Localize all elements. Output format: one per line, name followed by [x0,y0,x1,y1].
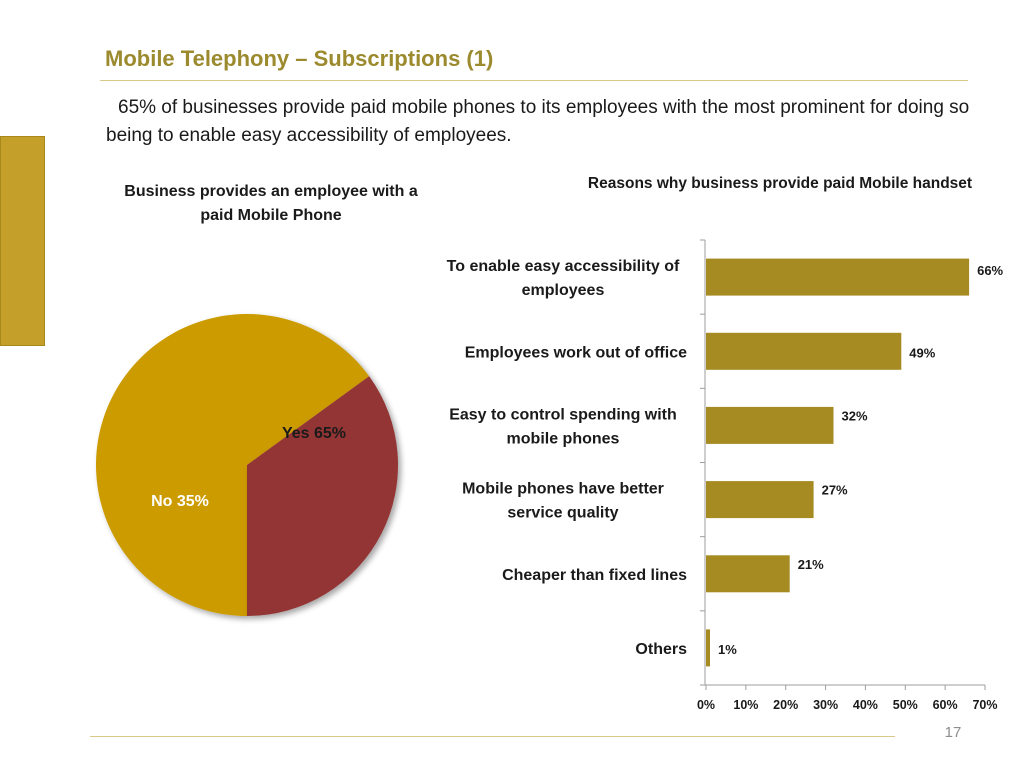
bar-data-label: 27% [822,483,848,498]
bar-x-tick-label: 30% [813,698,838,712]
title-divider [100,80,968,81]
page-number: 17 [944,724,962,741]
bar-x-tick-label: 0% [697,698,715,712]
pie-label-no: No 35% [151,493,209,510]
bar-x-tick-label: 20% [773,698,798,712]
bar-chart-title: Reasons why business provide paid Mobile… [587,175,973,192]
bar-data-label: 32% [842,408,868,423]
bar-2 [706,406,834,444]
bottom-divider [90,736,895,737]
bar-category-label: Others [635,641,687,658]
bar-data-label: 1% [718,642,737,657]
bar-x-tick-label: 70% [972,698,997,712]
bar-category-label: Mobile phones have better service quality [462,481,664,522]
bar-category-label: Employees work out of office [465,344,687,361]
bar-0 [706,258,970,296]
bar-x-tick-label: 60% [933,698,958,712]
pie-chart-title: Business provides an employee with a pai… [124,183,418,224]
pie-slice-no [247,376,399,616]
intro-text: 65% of businesses provide paid mobile ph… [106,97,970,146]
bar-category-label: To enable easy accessibility of employees [447,258,680,299]
bar-x-tick-label: 10% [733,698,758,712]
bar-1 [706,332,902,370]
pie-slice-yes [96,313,370,616]
bar-5 [706,629,710,667]
left-accent-bar [0,136,45,346]
bar-4 [706,555,790,593]
slide-title: Mobile Telephony – Subscriptions (1) [105,46,494,71]
bar-category-label: Cheaper than fixed lines [502,567,687,584]
bar-data-label: 21% [798,557,824,572]
bar-x-tick-label: 40% [853,698,878,712]
bar-data-label: 66% [977,263,1003,278]
bar-x-tick-label: 50% [893,698,918,712]
bar-category-label: Easy to control spending with mobile phon… [449,406,677,447]
bar-3 [706,481,814,519]
bar-data-label: 49% [909,345,935,360]
pie-label-yes: Yes 65% [282,425,346,442]
